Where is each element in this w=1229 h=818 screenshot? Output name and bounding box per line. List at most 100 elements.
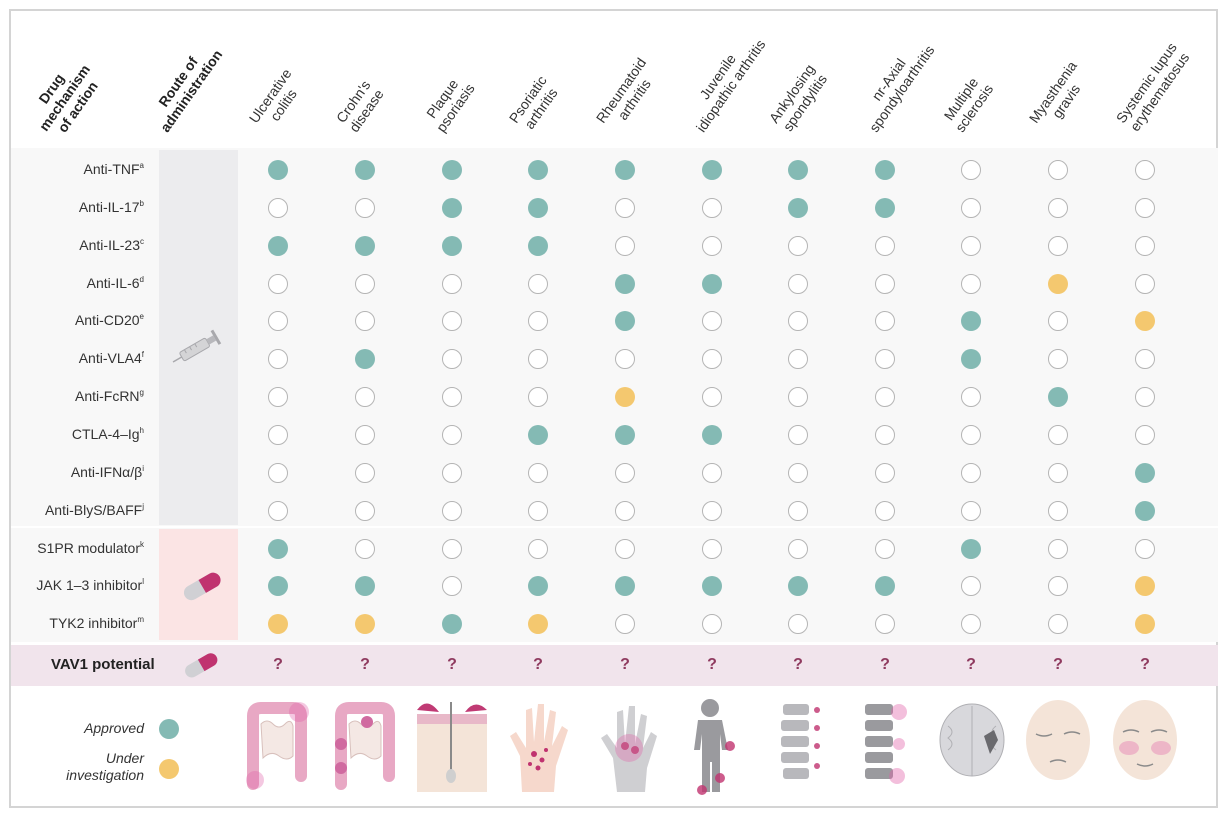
status-dot-none: [961, 387, 981, 408]
status-dot-none: [1135, 538, 1155, 559]
legend-investigation-label: Under investigation: [66, 750, 144, 783]
status-dot-investigation: [1135, 311, 1155, 332]
vav1-question-mark: ?: [447, 656, 457, 673]
status-dot-none: [1048, 538, 1068, 559]
status-dot-none: [1048, 311, 1068, 332]
vav1-row: [11, 645, 1218, 686]
status-dot-none: [268, 387, 288, 408]
route-oral-cell: [159, 529, 238, 640]
status-dot-none: [788, 311, 808, 332]
status-dot-none: [961, 424, 981, 445]
status-dot-none: [442, 538, 462, 559]
status-dot-none: [355, 462, 375, 483]
status-dot-approved: [788, 576, 808, 597]
status-dot-none: [1048, 197, 1068, 218]
vav1-question-mark: ?: [966, 656, 976, 673]
row-label: JAK 1–3 inhibitorl: [36, 577, 144, 594]
row-label: Anti-IL-23c: [79, 236, 144, 253]
status-dot-none: [702, 349, 722, 370]
status-dot-approved: [702, 424, 722, 445]
vav1-question-mark: ?: [707, 656, 717, 673]
status-dot-none: [875, 349, 895, 370]
status-dot-approved: [615, 576, 635, 597]
status-dot-none: [268, 500, 288, 521]
status-dot-none: [961, 576, 981, 597]
status-dot-none: [961, 462, 981, 483]
vav1-question-mark: ?: [533, 656, 543, 673]
status-dot-none: [355, 424, 375, 445]
status-dot-none: [615, 500, 635, 521]
status-dot-none: [875, 500, 895, 521]
status-dot-none: [875, 614, 895, 635]
rheumatoid-hand-illustration: [601, 706, 657, 792]
status-dot-none: [788, 349, 808, 370]
status-dot-none: [875, 462, 895, 483]
status-dot-investigation: [355, 614, 375, 635]
status-dot-none: [961, 160, 981, 180]
status-dot-none: [788, 500, 808, 521]
status-dot-none: [961, 235, 981, 256]
status-dot-none: [615, 538, 635, 559]
status-dot-approved: [528, 576, 548, 597]
status-dot-investigation: [1048, 273, 1068, 294]
status-dot-approved: [355, 235, 375, 256]
status-dot-none: [1135, 349, 1155, 370]
status-dot-none: [355, 387, 375, 408]
status-dot-approved: [442, 160, 462, 180]
status-dot-none: [961, 500, 981, 521]
status-dot-none: [1135, 197, 1155, 218]
status-dot-none: [268, 424, 288, 445]
status-dot-none: [702, 387, 722, 408]
status-dot-none: [875, 424, 895, 445]
status-dot-none: [1135, 160, 1155, 180]
status-dot-none: [615, 614, 635, 635]
status-dot-none: [528, 500, 548, 521]
row-label: Anti-IFNα/βi: [70, 463, 144, 480]
status-dot-approved: [442, 235, 462, 256]
legend-approved-dot: [159, 719, 179, 739]
row-label: Anti-CD20e: [74, 312, 144, 329]
status-dot-none: [442, 349, 462, 370]
status-dot-investigation: [268, 614, 288, 635]
row-label: Anti-IL-17b: [78, 198, 144, 215]
status-dot-none: [788, 235, 808, 256]
status-dot-none: [1135, 387, 1155, 408]
status-dot-none: [961, 197, 981, 218]
vav1-question-mark: ?: [1140, 656, 1150, 673]
status-dot-approved: [615, 160, 635, 180]
status-dot-none: [788, 538, 808, 559]
status-dot-none: [1048, 349, 1068, 370]
row-label: Anti-VLA4f: [78, 350, 144, 367]
status-dot-approved: [702, 273, 722, 294]
status-dot-none: [961, 614, 981, 635]
status-dot-none: [355, 311, 375, 332]
status-dot-none: [875, 235, 895, 256]
status-dot-approved: [442, 197, 462, 218]
status-dot-none: [788, 424, 808, 445]
status-dot-none: [1048, 614, 1068, 635]
vav1-question-mark: ?: [273, 656, 283, 673]
row-label: Anti-FcRNg: [74, 388, 144, 405]
status-dot-none: [1135, 235, 1155, 256]
status-dot-none: [1135, 273, 1155, 294]
row-label: CTLA-4–Igh: [71, 425, 144, 442]
row-label: S1PR modulatork: [37, 539, 144, 556]
status-dot-approved: [961, 538, 981, 559]
status-dot-none: [355, 197, 375, 218]
status-dot-approved: [1135, 500, 1155, 521]
status-dot-none: [268, 273, 288, 294]
status-dot-approved: [788, 160, 808, 180]
status-dot-none: [268, 349, 288, 370]
status-dot-none: [615, 235, 635, 256]
status-dot-approved: [355, 349, 375, 370]
status-dot-none: [1048, 576, 1068, 597]
status-dot-none: [961, 273, 981, 294]
status-dot-approved: [268, 538, 288, 559]
status-dot-none: [702, 500, 722, 521]
status-dot-approved: [268, 235, 288, 256]
status-dot-none: [875, 273, 895, 294]
vav1-question-mark: ?: [1053, 656, 1063, 673]
status-dot-approved: [615, 273, 635, 294]
status-dot-investigation: [1135, 576, 1155, 597]
colon-illustration: [246, 702, 309, 790]
